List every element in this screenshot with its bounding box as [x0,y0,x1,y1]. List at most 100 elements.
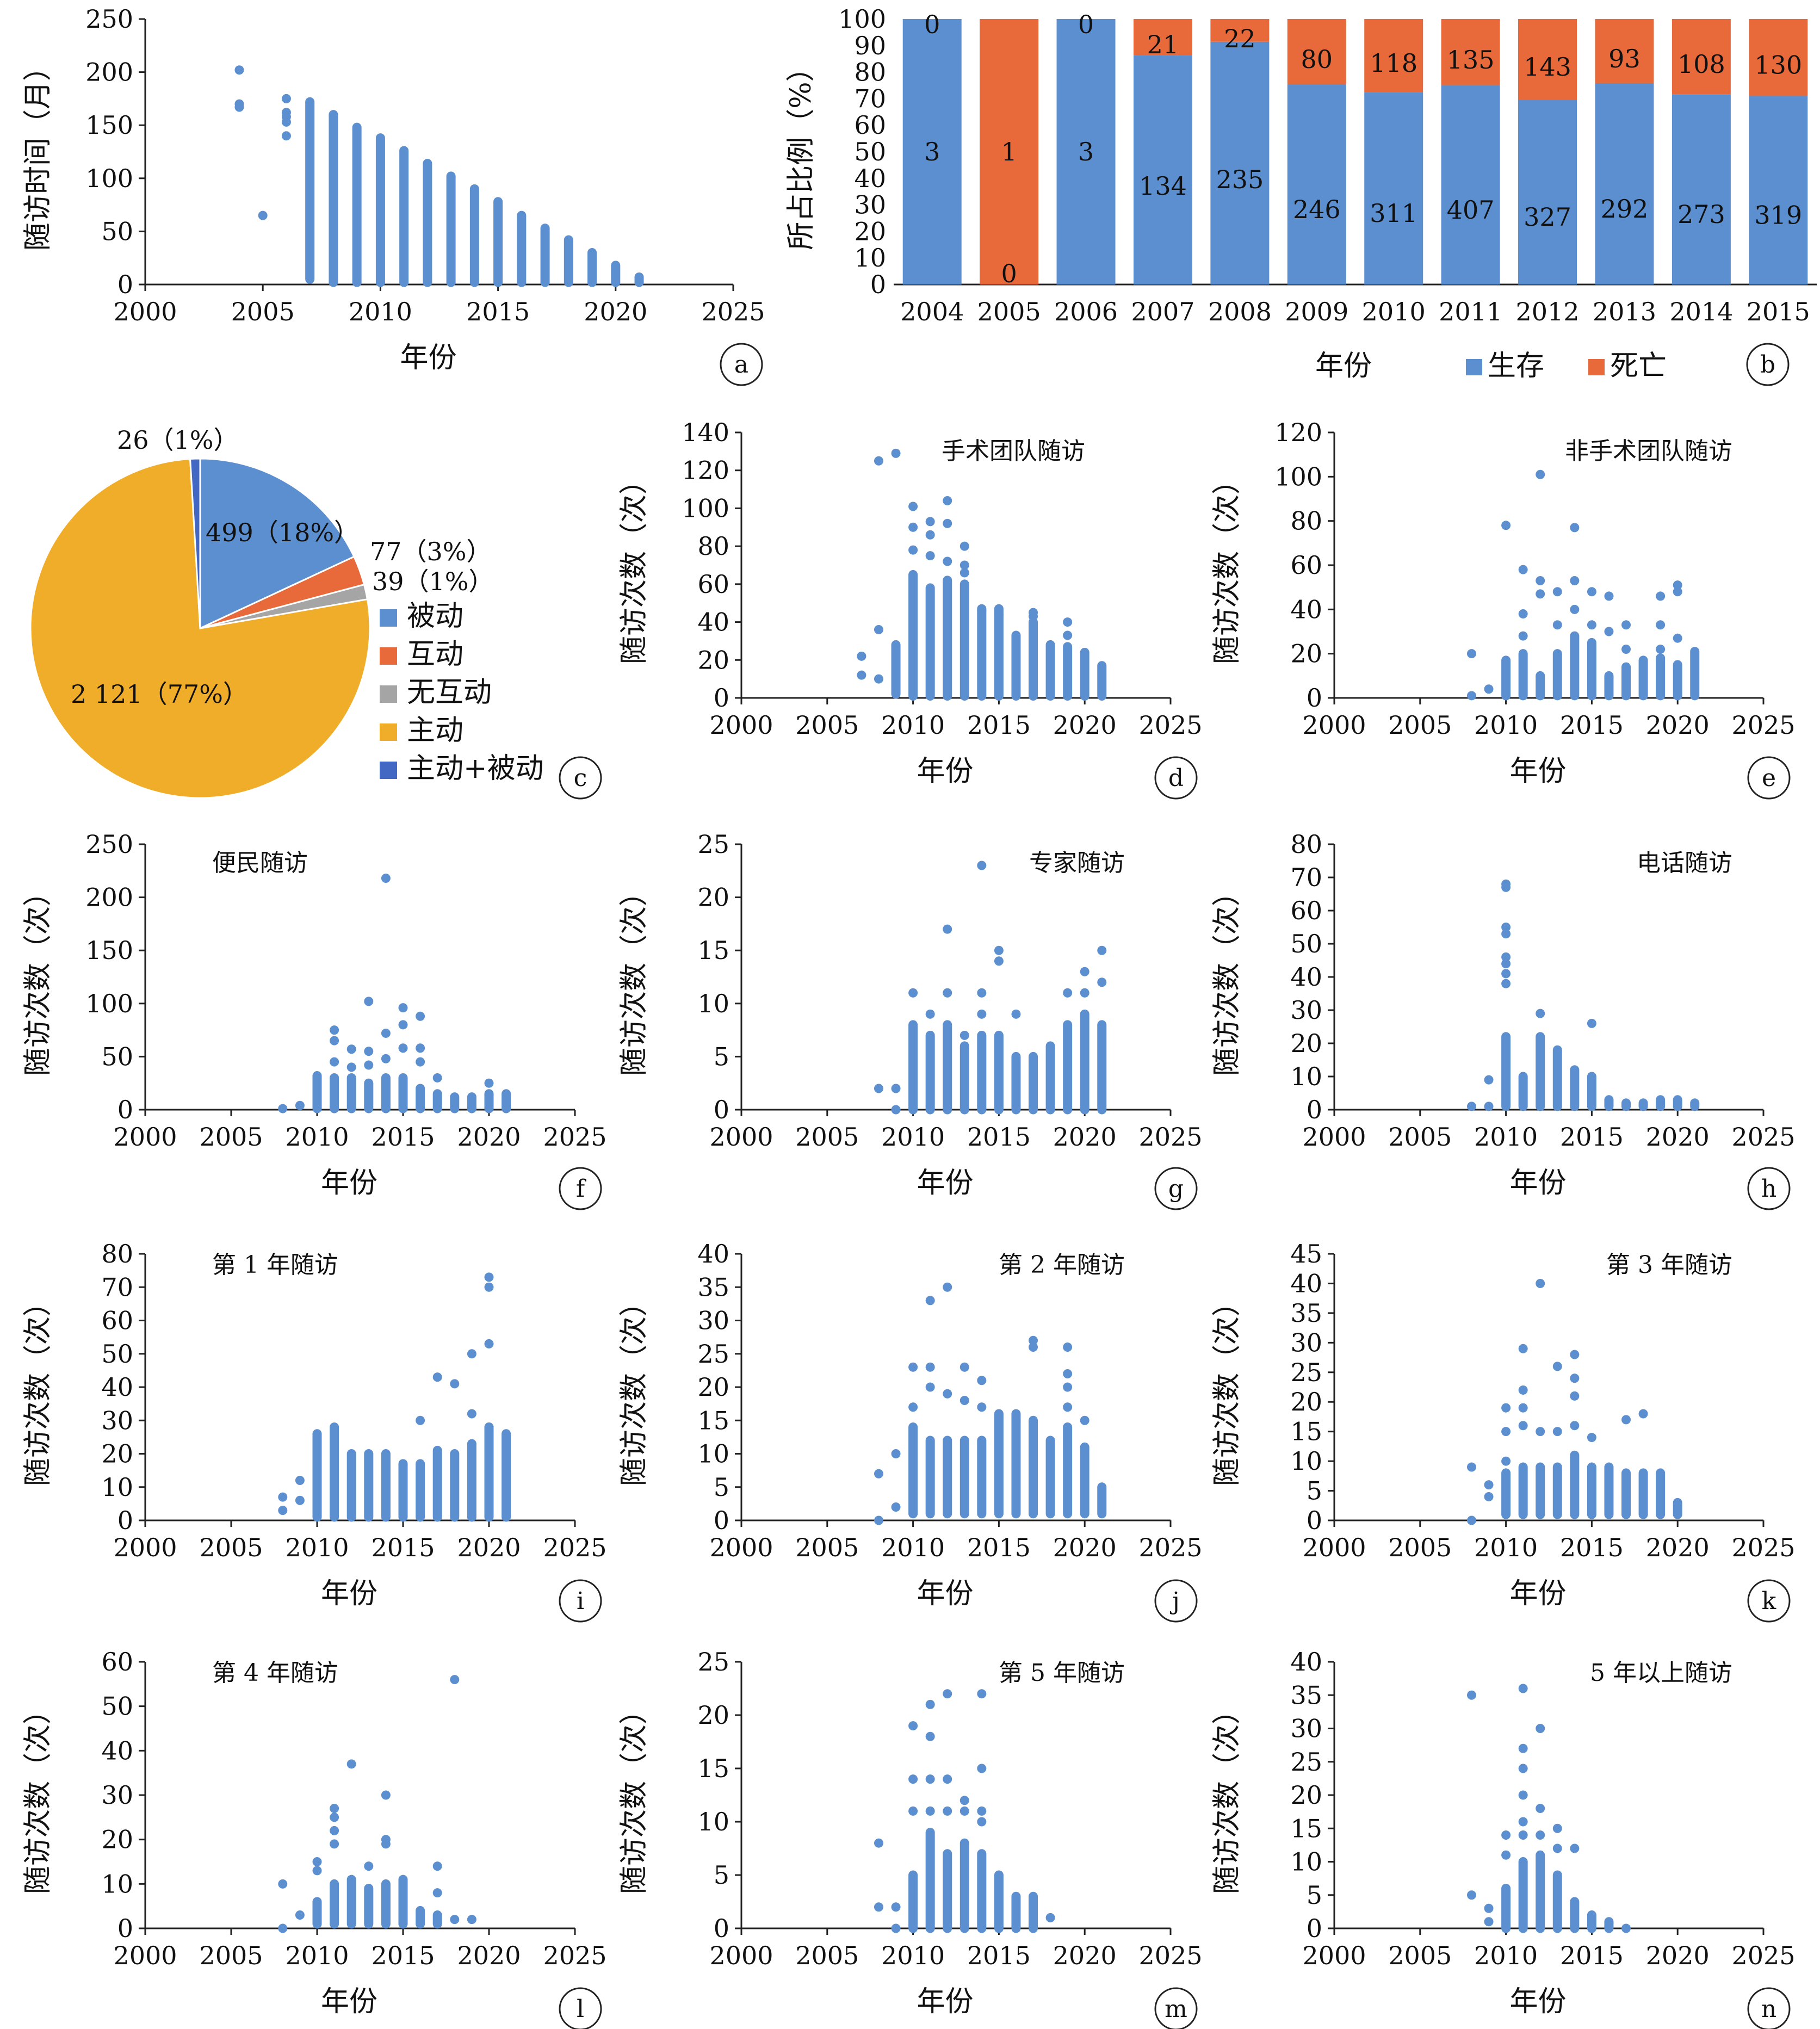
y-axis-title: 随访次数（次） [22,1288,54,1486]
x-tick-label: 2000 [709,1122,773,1152]
x-axis-title: 年份 [917,1578,973,1610]
data-point [1501,959,1511,969]
bar-death [1364,19,1423,92]
y-tick-label: 10 [697,1439,729,1469]
x-tick-label: 2006 [1054,297,1118,326]
x-tick-label: 2010 [881,1122,945,1152]
data-point [295,1476,305,1485]
data-point [1097,978,1107,987]
data-point [1621,1923,1631,1933]
data-point [330,1839,339,1849]
data-point [1552,587,1562,597]
legend-label: 主动 [407,714,463,747]
data-point [1518,1403,1528,1413]
data-point [1536,576,1545,585]
data-point [330,1057,339,1067]
x-tick-label: 2010 [285,1941,349,1970]
chart-f: 0 50 100 150 200 250 2000 2005 2010 2015 2020 2025 年… [22,830,607,1199]
y-tick-label: 50 [101,1042,133,1071]
y-tick-label: 20 [1290,639,1322,669]
y-tick-label: 10 [1290,1847,1322,1877]
y-tick-label: 80 [1290,506,1322,536]
data-point [874,1902,883,1912]
data-point [1501,521,1511,530]
legend-swatch [380,685,397,703]
data-point [1638,1409,1648,1419]
x-tick-label: 2000 [1302,1941,1366,1970]
x-tick-label: 2000 [709,1533,773,1562]
panel-label-circle [559,756,602,800]
panel-label-circle [1154,1987,1198,2029]
data-point [416,1011,425,1021]
chart-e: 0 20 40 60 80 100 120 2000 2005 2010 2015 2020 2025 年… [1211,418,1796,788]
data-point [943,1282,952,1292]
y-tick-label: 40 [101,1372,133,1402]
panel-label-i: i [559,1579,602,1623]
y-tick-label: 250 [85,4,133,34]
x-tick-label: 2005 [231,297,295,326]
data-point [1518,1684,1528,1693]
data-point [908,545,918,555]
data-point [1097,945,1107,955]
data-point [943,556,952,566]
data-point [330,1025,339,1035]
data-point [908,522,918,532]
y-tick-label: 25 [697,1339,729,1369]
y-tick-label: 200 [85,58,133,87]
chart-c: 499（18%） 77（3%）39（1%） 2 121（77%） 26（1%） 被动互动… [29,425,544,799]
x-tick-label: 2015 [967,710,1031,740]
data-point [1501,929,1511,939]
bar-label-death: 135 [1447,45,1495,75]
panel-label-text: h [1761,1175,1776,1203]
panel-label-circle [1747,1167,1791,1210]
panel-label-n: n [1747,1987,1791,2029]
panel-label-text: m [1165,1995,1187,2023]
y-tick-label: 70 [1290,863,1322,892]
data-point [1518,1385,1528,1395]
data-point [1501,952,1511,962]
y-tick-label: 20 [697,1372,729,1402]
bar-death [1595,19,1654,83]
bar-label-death: 130 [1754,51,1802,80]
panel-label-text: f [576,1175,586,1203]
data-point [908,1806,918,1816]
data-point [1587,1018,1596,1028]
data-point [959,541,969,551]
bar-label-survive: 0 [1001,259,1017,288]
data-point [1466,1462,1476,1472]
data-point [1063,1343,1073,1352]
data-point [1484,1903,1494,1913]
pie-slice-label: 26（1%） [117,425,239,455]
x-axis-title: 年份 [1509,1578,1566,1610]
data-point [874,674,883,684]
x-tick-label: 2015 [967,1122,1031,1152]
data-point [1552,1427,1562,1437]
series-annotation: 手术团队随访 [942,437,1085,465]
chart-d: 0 20 40 60 80 100 120 140 2000 2005 2010 2015 2020 20… [618,418,1203,788]
data-point [1501,1456,1511,1466]
y-tick-label: 35 [1290,1680,1322,1710]
legend-label: 互动 [407,638,463,671]
data-point [281,94,291,103]
x-tick-label: 2020 [1053,710,1117,740]
data-point [1466,691,1476,701]
y-axis-title: 随访次数（次） [1211,878,1243,1076]
panel-label-text: j [1169,1587,1180,1615]
y-tick-label: 100 [85,164,133,193]
data-point [1466,1890,1476,1900]
bar-survive [1672,94,1731,285]
legend-swatch [380,762,397,779]
bar-death [1672,19,1731,95]
data-point [925,1296,935,1306]
bar-label-death: 80 [1301,45,1333,74]
x-tick-label: 2010 [881,1941,945,1970]
y-tick-label: 40 [1290,1269,1322,1298]
y-tick-label: 90 [854,31,886,60]
y-tick-label: 25 [697,1647,729,1677]
x-tick-label: 2010 [881,710,945,740]
y-tick-label: 25 [697,830,729,859]
pie-slice [199,457,355,630]
x-tick-label: 2000 [709,1941,773,1970]
y-tick-label: 100 [85,989,133,1018]
